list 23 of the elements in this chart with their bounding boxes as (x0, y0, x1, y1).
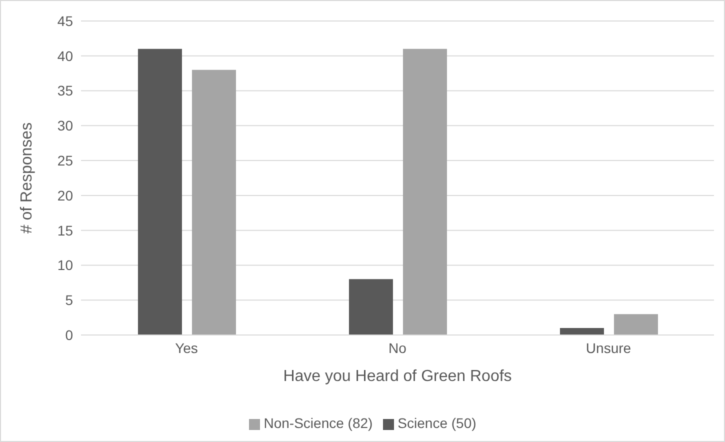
y-tick-label: 25 (57, 152, 74, 169)
y-tick-label: 40 (57, 48, 74, 64)
bar (192, 70, 236, 335)
y-tick-label: 20 (57, 187, 74, 204)
bar (138, 48, 182, 335)
y-tick-label: 10 (57, 257, 74, 274)
y-tick-label: 5 (65, 292, 74, 308)
y-tick-label: 0 (65, 326, 74, 343)
x-tick-label: Unsure (586, 340, 632, 356)
y-tick-label: 15 (57, 222, 74, 238)
x-tick-label: Yes (175, 340, 198, 356)
bar (348, 279, 393, 335)
y-tick-label: 35 (57, 82, 74, 99)
y-tick-label: 30 (57, 118, 74, 134)
legend-label: Non-Science (82) (264, 415, 373, 431)
y-tick-label: 45 (57, 12, 74, 29)
y-axis-title: # of Responses (18, 122, 36, 234)
bar (560, 328, 604, 335)
x-axis-title: Have you Heard of Green Roofs (283, 368, 512, 385)
bar (614, 314, 658, 335)
x-tick-label: No (388, 340, 407, 356)
bar (402, 48, 447, 335)
legend-label: Science (50) (398, 415, 476, 431)
